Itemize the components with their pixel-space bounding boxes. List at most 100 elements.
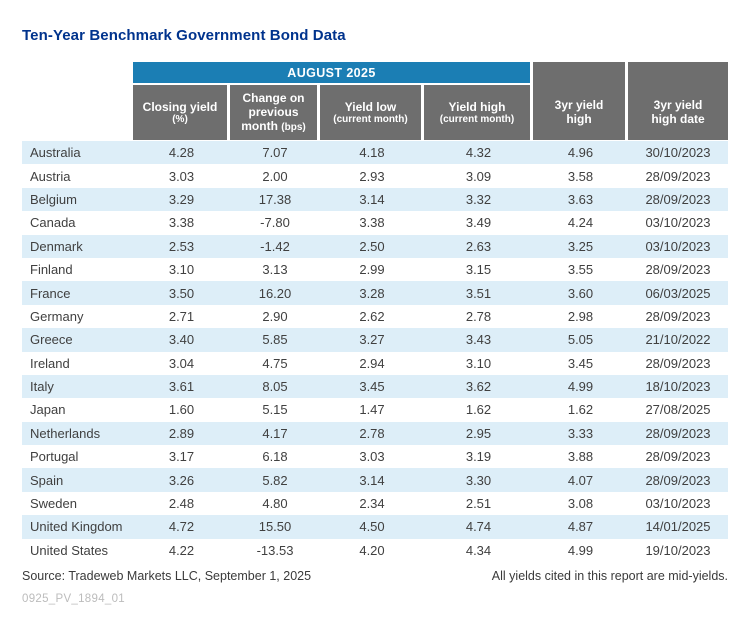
value-cell: 3.63 [567,191,594,207]
table-row: Germany 2.71 2.90 2.62 2.78 2.98 28/09/2023 [22,305,728,328]
value-cell: 2.89 [168,425,195,441]
value-cell: 3.88 [567,449,594,465]
value-cell: 28/09/2023 [645,355,711,371]
country-cell: United Kingdom [30,519,123,535]
value-cell: 1.47 [359,402,385,418]
value-cell: 2.53 [168,238,195,254]
value-cell: 7.07 [262,145,288,161]
value-cell: 3.08 [567,496,594,512]
value-cell: 2.63 [465,238,492,254]
country-cell: Ireland [30,355,70,371]
value-cell: 2.00 [262,168,288,184]
value-cell: 2.62 [359,308,385,324]
table-row: Canada 3.38 -7.80 3.38 3.49 4.24 03/10/2023 [22,211,728,234]
value-cell: 19/10/2023 [645,542,711,558]
table-row: Portugal 3.17 6.18 3.03 3.19 3.88 28/09/2023 [22,445,728,468]
value-cell: 3.30 [465,472,492,488]
value-cell: 3.27 [359,332,385,348]
value-cell: 5.85 [262,332,288,348]
table-row: United States 4.22 -13.53 4.20 4.34 4.99 19/10… [22,539,728,562]
value-cell: 28/09/2023 [645,425,711,441]
col-header-3yr-high-date: 3yr yield high date [628,62,728,140]
value-cell: 14/01/2025 [645,519,711,535]
value-cell: 3.17 [168,449,195,465]
value-cell: 4.75 [262,355,288,371]
table-row: Australia 4.28 7.07 4.18 4.32 4.96 30/10/2023 [22,141,728,165]
value-cell: 3.04 [168,355,195,371]
country-column-spacer [22,62,133,140]
col-header-yield-low: Yield low (current month) [320,85,421,140]
table-row: Denmark 2.53 -1.42 2.50 2.63 3.25 03/10/2023 [22,234,728,258]
table-row: France 3.50 16.20 3.28 3.51 3.60 06/03/2025 [22,281,728,305]
country-cell: Greece [30,332,73,348]
value-cell: 06/03/2025 [645,285,711,301]
value-cell: 3.03 [359,449,385,465]
value-cell: 4.74 [465,519,492,535]
country-cell: Austria [30,168,71,184]
value-cell: 4.50 [359,519,385,535]
value-cell: 3.51 [465,285,492,301]
table-row: Finland 3.10 3.13 2.99 3.15 3.55 28/09/2023 [22,258,728,281]
table-body: Australia 4.28 7.07 4.18 4.32 4.96 30/10/2023 A… [22,141,728,562]
value-cell: 3.38 [359,215,385,231]
value-cell: 3.40 [168,332,195,348]
value-cell: 28/09/2023 [645,191,711,207]
value-cell: -1.42 [260,238,290,254]
value-cell: 4.34 [465,542,492,558]
value-cell: 3.32 [465,191,492,207]
value-cell: 4.18 [359,145,385,161]
value-cell: 3.45 [567,355,594,371]
value-cell: 3.49 [465,215,492,231]
value-cell: 21/10/2022 [645,332,711,348]
value-cell: 3.25 [567,238,594,254]
value-cell: 5.05 [567,332,594,348]
value-cell: 2.99 [359,262,385,278]
value-cell: -7.80 [260,215,290,231]
value-cell: 3.14 [359,472,385,488]
sub-header-row: Closing yield (%) Change on previous mon… [133,85,530,140]
value-cell: 03/10/2023 [645,496,711,512]
country-cell: Australia [30,145,81,161]
value-cell: 3.10 [465,355,492,371]
value-cell: 3.62 [465,379,492,395]
value-cell: 4.87 [567,519,594,535]
country-cell: France [30,285,71,301]
table-row: Greece 3.40 5.85 3.27 3.43 5.05 21/10/2022 [22,328,728,352]
value-cell: 28/09/2023 [645,168,711,184]
value-cell: 4.28 [168,145,195,161]
value-cell: 3.38 [168,215,195,231]
value-cell: 18/10/2023 [645,379,711,395]
value-cell: 2.78 [465,308,492,324]
value-cell: 28/09/2023 [645,308,711,324]
value-cell: 2.34 [359,496,385,512]
country-cell: Canada [30,215,76,231]
value-cell: 1.62 [567,402,594,418]
value-cell: 3.28 [359,285,385,301]
value-cell: 3.43 [465,332,492,348]
value-cell: 3.29 [168,191,195,207]
col-header-change: Change on previous month (bps) [230,85,317,140]
bond-data-table: AUGUST 2025 Closing yield (%) Change on … [22,62,728,562]
table-row: Belgium 3.29 17.38 3.14 3.32 3.63 28/09/2023 [22,187,728,212]
value-cell: 4.99 [567,542,594,558]
value-cell: 6.18 [262,449,288,465]
value-cell: 03/10/2023 [645,215,711,231]
value-cell: 2.50 [359,238,385,254]
table-row: United Kingdom 4.72 15.50 4.50 4.74 4.87 14/01… [22,515,728,539]
value-cell: 4.32 [465,145,492,161]
value-cell: 3.26 [168,472,195,488]
page-title: Ten-Year Benchmark Government Bond Data [22,27,346,44]
value-cell: 3.15 [465,262,492,278]
value-cell: 8.05 [262,379,288,395]
value-cell: 3.13 [262,262,288,278]
country-cell: Italy [30,379,54,395]
value-cell: 15.50 [258,519,292,535]
source-note: Source: Tradeweb Markets LLC, September … [22,569,312,583]
value-cell: 4.80 [262,496,288,512]
mid-yields-note: All yields cited in this report are mid-… [491,569,728,583]
table-row: Japan 1.60 5.15 1.47 1.62 1.62 27/08/2025 [22,398,728,421]
value-cell: 2.71 [168,308,195,324]
table-row: Spain 3.26 5.82 3.14 3.30 4.07 28/09/2023 [22,468,728,492]
footer: Source: Tradeweb Markets LLC, September … [22,569,728,583]
